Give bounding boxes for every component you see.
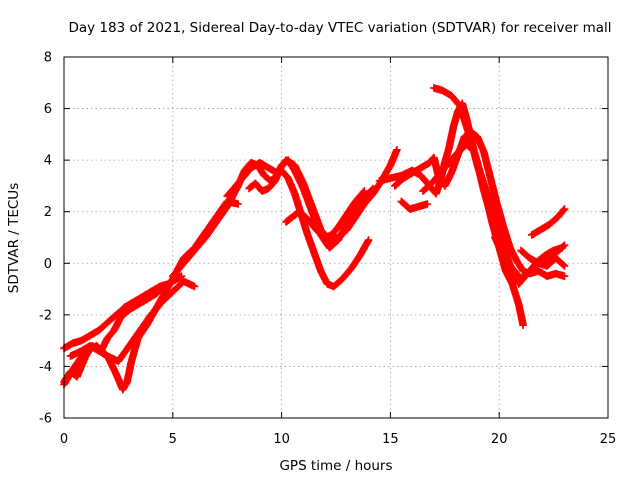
x-tick-label: 15 xyxy=(382,432,399,447)
series-arc-7 xyxy=(245,156,377,252)
data-point-markers xyxy=(66,277,199,366)
plot-frame xyxy=(63,56,609,419)
data-point-markers xyxy=(397,197,432,213)
data-points xyxy=(60,84,569,394)
series-arc-14 xyxy=(528,205,569,239)
data-point-markers xyxy=(517,241,569,268)
y-tick-label: 4 xyxy=(44,154,52,169)
data-point-markers xyxy=(419,140,477,195)
y-tick-label: 2 xyxy=(44,205,52,220)
series-arc-16 xyxy=(397,197,432,213)
y-tick-label: -4 xyxy=(39,360,52,375)
y-tick-label: -6 xyxy=(39,412,52,427)
data-point-markers xyxy=(528,205,569,239)
data-point-markers xyxy=(282,187,369,242)
series-arc-15 xyxy=(517,241,569,268)
x-tick-label: 25 xyxy=(600,432,617,447)
series-arc-4 xyxy=(66,277,199,366)
x-tick-label: 20 xyxy=(491,432,508,447)
chart-title: Day 183 of 2021, Sidereal Day-to-day VTE… xyxy=(68,20,611,36)
y-tick-label: 8 xyxy=(44,51,52,66)
y-tick-label: 6 xyxy=(44,102,52,117)
x-tick-label: 0 xyxy=(60,432,68,447)
y-tick-label: 0 xyxy=(44,257,52,272)
x-tick-label: 5 xyxy=(169,432,177,447)
data-point-markers xyxy=(245,156,377,252)
y-axis-label: SDTVAR / TECUs xyxy=(6,183,22,293)
x-axis-label: GPS time / hours xyxy=(279,458,392,474)
axis-ticks: 0 5 10 15 20 25 -6 -4 -2 0 2 4 6 8 xyxy=(39,51,616,448)
y-tick-label: -2 xyxy=(39,308,52,323)
series-arc-8 xyxy=(282,187,369,242)
series-arc-12 xyxy=(419,140,477,195)
x-tick-label: 10 xyxy=(273,432,290,447)
